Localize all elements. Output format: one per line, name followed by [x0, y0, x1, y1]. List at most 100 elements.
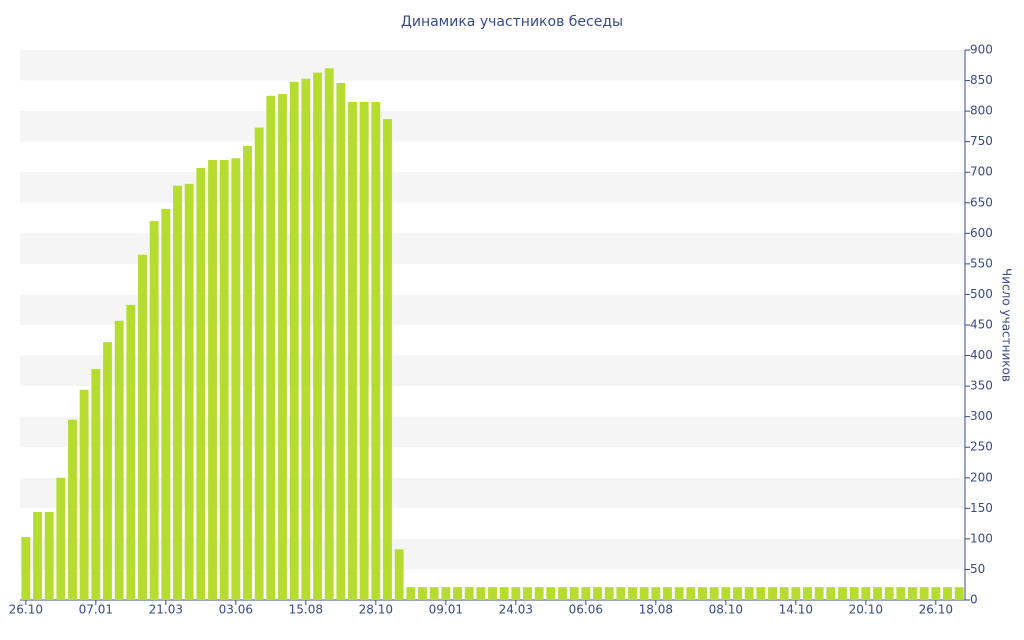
bar	[593, 587, 602, 600]
bar	[674, 587, 684, 600]
bar	[418, 587, 427, 600]
bar	[896, 587, 906, 600]
bar	[56, 477, 66, 600]
bar	[68, 419, 77, 600]
y-tick-label: 550	[970, 256, 993, 270]
bar	[768, 587, 777, 600]
y-tick-label: 350	[970, 379, 993, 393]
bar	[324, 68, 334, 601]
y-tick-label: 900	[970, 43, 993, 57]
bar	[698, 587, 707, 600]
bar	[336, 83, 346, 600]
x-tick-label: 09.01	[429, 603, 463, 617]
bar	[266, 95, 276, 600]
y-tick-label: 650	[970, 195, 993, 209]
bar	[453, 587, 462, 600]
y-tick-label: 600	[970, 226, 993, 240]
bar	[371, 101, 381, 600]
chart-title: Динамика участников беседы	[401, 14, 623, 30]
bar	[779, 587, 789, 600]
y-tick-label: 50	[970, 562, 985, 576]
x-tick-label: 08.10	[709, 603, 743, 617]
bar	[208, 160, 217, 600]
bar	[278, 94, 287, 600]
bar	[943, 587, 952, 600]
bar	[429, 587, 439, 600]
bar	[534, 587, 544, 600]
y-tick-label: 750	[970, 134, 993, 148]
bar	[814, 587, 824, 600]
bar	[406, 587, 416, 600]
y-axis-title: Число участников	[1000, 268, 1014, 382]
bar	[488, 587, 497, 600]
y-tick-label: 0	[970, 593, 978, 607]
bar	[581, 587, 591, 600]
bar	[394, 549, 404, 600]
grid-stripe	[20, 172, 965, 203]
bar	[908, 587, 917, 600]
bar	[173, 185, 182, 600]
bar	[196, 167, 206, 600]
bar	[919, 587, 929, 600]
bar	[254, 127, 264, 600]
bar	[464, 587, 474, 600]
x-tick-label: 26.10	[919, 603, 953, 617]
y-tick-label: 800	[970, 104, 993, 118]
bar	[733, 587, 742, 600]
x-tick-label: 14.10	[779, 603, 813, 617]
x-tick-label: 20.10	[849, 603, 883, 617]
x-tick-label: 18.08	[639, 603, 673, 617]
bar	[791, 587, 801, 600]
bar	[348, 101, 357, 600]
bar	[114, 320, 124, 600]
bar	[441, 587, 451, 600]
bar	[499, 587, 509, 600]
x-tick-label: 03.06	[219, 603, 253, 617]
bar	[33, 512, 42, 600]
y-tick-label: 450	[970, 318, 993, 332]
bar	[861, 587, 871, 600]
y-tick-label: 500	[970, 287, 993, 301]
y-tick-label: 300	[970, 409, 993, 423]
bar	[161, 208, 171, 600]
bar	[546, 587, 556, 600]
bar	[313, 72, 322, 601]
bar	[686, 587, 696, 600]
bar	[838, 587, 847, 600]
y-tick-label: 700	[970, 165, 993, 179]
bar	[79, 389, 89, 600]
bar	[709, 587, 719, 600]
bar	[476, 587, 486, 600]
bar	[138, 254, 147, 600]
y-tick-label: 400	[970, 348, 993, 362]
grid-stripe	[20, 111, 965, 142]
x-tick-label: 15.08	[289, 603, 323, 617]
bar	[628, 587, 637, 600]
grid-stripe	[20, 50, 965, 81]
bar	[523, 587, 532, 600]
x-tick-label: 21.03	[149, 603, 183, 617]
x-tick-label: 06.06	[569, 603, 603, 617]
bar	[383, 119, 392, 601]
bar	[44, 512, 54, 600]
bar	[663, 587, 672, 600]
y-tick-label: 150	[970, 501, 993, 515]
bar	[21, 537, 31, 600]
bar	[149, 221, 159, 600]
bar	[558, 587, 567, 600]
bar	[604, 587, 614, 600]
x-tick-label: 24.03	[499, 603, 533, 617]
bar	[616, 587, 626, 600]
y-tick-label: 100	[970, 531, 993, 545]
bar	[884, 587, 894, 600]
bar	[639, 587, 649, 600]
bar	[289, 81, 299, 601]
y-tick-label: 850	[970, 73, 993, 87]
x-tick-label: 07.01	[79, 603, 113, 617]
bar	[803, 587, 812, 600]
bar	[511, 587, 521, 600]
x-tick-label: 26.10	[9, 603, 43, 617]
y-tick-label: 250	[970, 440, 993, 454]
bar	[873, 587, 882, 600]
